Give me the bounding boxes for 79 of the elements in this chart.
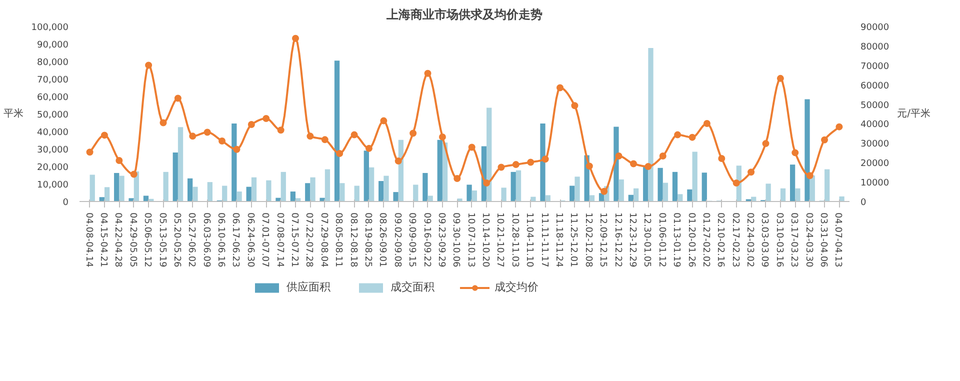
x-tick-label: 09.09-09.15 [406, 212, 417, 268]
x-tick-label: 10.14-10.20 [480, 212, 490, 268]
y2-tick-label: 20000 [860, 159, 890, 170]
x-tick-label: 10.21-10.27 [494, 212, 505, 268]
y2-tick-label: 40000 [860, 120, 890, 130]
x-tick-label: 04.22-04.28 [112, 212, 123, 268]
y2-tick-label: 0 [860, 198, 866, 208]
y-tick-label: 90,000 [37, 40, 69, 50]
y-axis-title: 平米 [3, 108, 24, 120]
x-tick-label: 06.03-06.09 [200, 212, 211, 268]
x-tick-label: 04.15-04.21 [98, 212, 108, 268]
x-tick-label: 07.15-07.21 [289, 212, 300, 268]
y-tick-label: 80,000 [37, 58, 69, 68]
y2-axis-title: 元/平米 [897, 108, 931, 120]
x-tick-label: 07.22-07.28 [304, 212, 314, 268]
x-tick-label: 08.05-08.11 [333, 212, 344, 268]
x-tick-label: 09.23-09.29 [436, 212, 446, 268]
x-tick-label: 11.11-11.17 [538, 212, 549, 268]
x-tick-label: 12.23-12.29 [626, 212, 637, 268]
x-tick-label: 06.10-06.16 [216, 212, 226, 268]
x-tick-label: 05.13-05.19 [156, 212, 167, 268]
x-tick-label: 12.02-12.08 [582, 212, 593, 268]
x-tick-label: 03.03-03.09 [759, 212, 770, 268]
x-tick-label: 04.29-05.05 [127, 212, 138, 268]
x-tick-label: 04.08-04.14 [83, 212, 94, 268]
x-tick-label: 07.08-07.14 [274, 212, 284, 268]
x-tick-label: 03.10-03.16 [774, 212, 784, 268]
y2-tick-label: 60000 [860, 81, 890, 92]
y-tick-label: 70,000 [37, 76, 69, 86]
x-tick-label: 12.09-12.15 [598, 212, 608, 268]
x-tick-label: 07.29-08.04 [318, 212, 328, 268]
y2-tick-label: 10000 [860, 178, 890, 189]
y-tick-label: 20,000 [37, 163, 69, 173]
x-tick-label: 03.31-04.06 [818, 212, 828, 268]
x-tick-label: 04.07-04.13 [832, 212, 843, 268]
y2-tick-label: 50000 [860, 100, 890, 111]
x-tick-label: 01.13-01.19 [671, 212, 682, 268]
y-tick-label: 10,000 [37, 180, 69, 190]
x-tick-label: 02.10-02.16 [715, 212, 726, 268]
x-tick-label: 02.17-02.23 [730, 212, 740, 268]
x-tick-label: 08.12-08.18 [348, 212, 358, 268]
x-tick-label: 09.30-10.06 [450, 212, 461, 268]
x-tick-label: 12.30-01.05 [642, 212, 652, 268]
y2-tick-label: 80000 [860, 42, 890, 52]
x-tick-label: 08.26-09.01 [377, 212, 388, 268]
y-tick-label: 30,000 [37, 146, 69, 156]
x-tick-label: 12.16-12.22 [612, 212, 622, 268]
chart-title: 上海商业市场供求及均价走势 [386, 8, 542, 22]
x-tick-label: 03.17-03.23 [788, 212, 799, 268]
x-tick-label: 01.06-01.12 [656, 212, 666, 268]
y-tick-label: 0 [62, 198, 69, 208]
y2-tick-label: 90000 [860, 23, 890, 33]
y2-tick-label: 70000 [860, 62, 890, 72]
x-tick-label: 11.25-12.01 [568, 212, 578, 268]
x-tick-label: 07.01-07.07 [260, 212, 270, 268]
legend-label: 成交均价 [494, 280, 538, 294]
x-tick-label: 11.04-11.10 [524, 212, 534, 268]
x-tick-label: 11.18-11.24 [554, 212, 564, 268]
x-tick-label: 06.17-06.23 [230, 212, 240, 268]
y2-tick-label: 30000 [860, 140, 890, 150]
x-tick-label: 02.24-03.02 [744, 212, 755, 268]
x-tick-label: 05.06-05.12 [142, 212, 152, 268]
x-tick-label: 09.02-09.08 [392, 212, 402, 268]
y-tick-label: 60,000 [37, 93, 69, 103]
x-tick-label: 10.28-11.03 [509, 212, 520, 268]
x-tick-label: 05.27-06.02 [186, 212, 196, 268]
x-tick-label: 08.19-08.25 [362, 212, 372, 268]
y-tick-label: 100,000 [31, 23, 69, 33]
legend-label: 成交面积 [390, 280, 434, 294]
x-tick-label: 09.16-09.22 [421, 212, 432, 268]
x-tick-label: 06.24-06.30 [244, 212, 255, 268]
x-tick-label: 10.07-10.13 [465, 212, 476, 268]
x-tick-label: 01.20-01.26 [686, 212, 696, 268]
legend-label: 供应面积 [286, 280, 330, 294]
y-tick-label: 50,000 [37, 110, 69, 120]
y-tick-label: 40,000 [37, 128, 69, 138]
x-tick-label: 03.24-03.30 [803, 212, 814, 268]
x-tick-label: 01.27-02.02 [700, 212, 710, 268]
x-tick-label: 05.20-05.26 [171, 212, 182, 268]
